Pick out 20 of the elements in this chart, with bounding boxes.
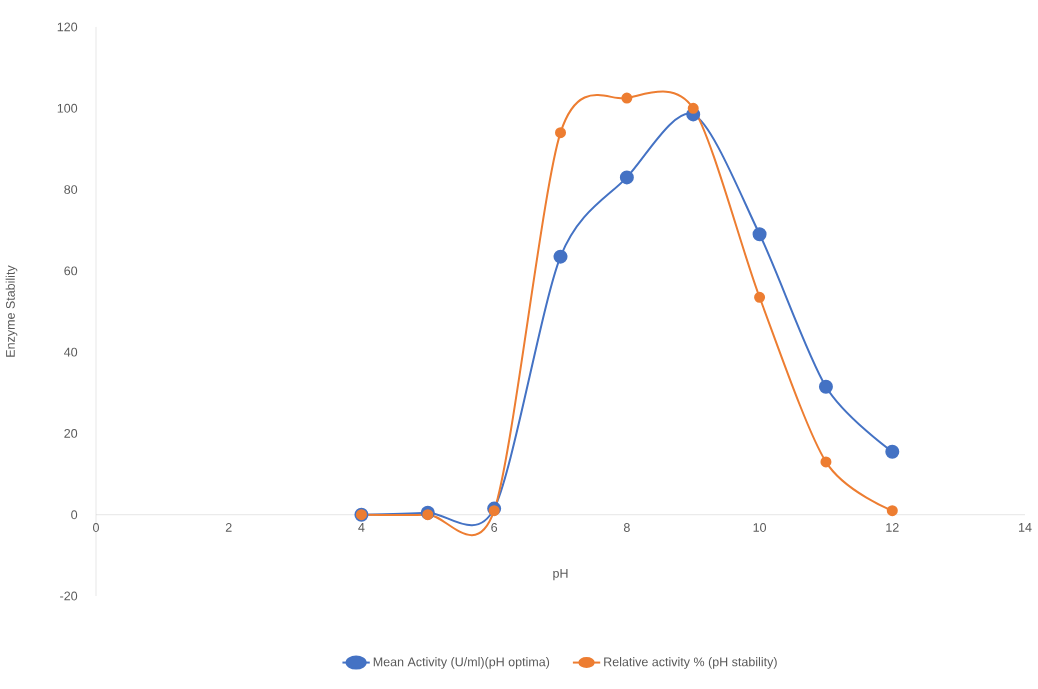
y-tick-label: 0 [71,510,78,520]
x-tick-label: 4 [358,523,365,532]
legend-label: Relative activity % (pH stability) [604,657,777,669]
x-tick-label: 12 [886,523,899,532]
y-tick-label: -20 [60,591,78,601]
x-tick-label: 10 [753,523,767,532]
x-tick-label: 6 [491,523,498,532]
x-tick-label: 14 [1019,523,1032,532]
y-tick-label: 80 [64,185,78,194]
y-tick-label: 20 [64,429,78,438]
y-tick-label: 60 [64,266,78,276]
x-axis-title: pH [553,569,568,581]
y-tick-label: 120 [57,22,78,32]
x-tick-label: 2 [225,523,232,532]
y-tick-label: 40 [64,347,78,357]
y-axis-title: Enzyme Stability [5,265,18,357]
x-tick-label: 8 [623,523,630,532]
legend-label: Mean Activity (U/ml)(pH optima) [373,657,550,669]
y-tick-label: 100 [57,103,78,113]
x-tick-label: 0 [93,523,99,532]
